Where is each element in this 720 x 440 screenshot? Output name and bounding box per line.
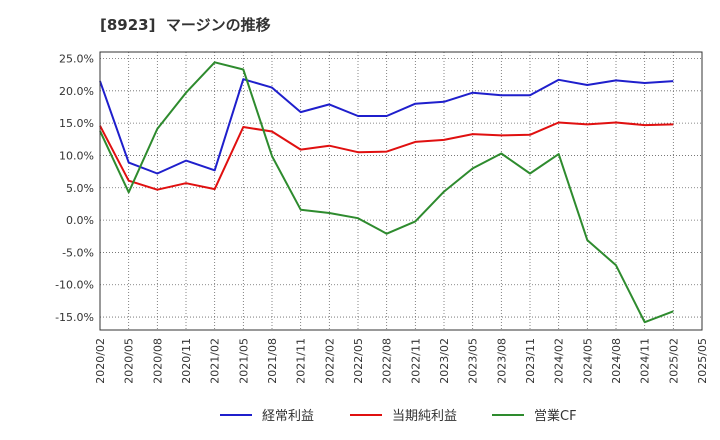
- series-line-0: [99, 78, 674, 175]
- x-tick-label: 2020/05: [123, 338, 136, 384]
- x-tick-label: 2023/02: [438, 338, 451, 384]
- y-tick-label: -15.0%: [55, 311, 94, 324]
- x-tick-label: 2022/11: [409, 338, 422, 384]
- y-tick-label: -5.0%: [62, 246, 94, 259]
- legend-label-2: 営業CF: [534, 408, 577, 424]
- x-tick-label: 2024/02: [553, 338, 566, 384]
- series-line-2: [99, 61, 674, 324]
- x-tick-label: 2020/08: [151, 338, 164, 384]
- x-tick-label: 2021/11: [295, 338, 308, 384]
- x-tick-label: 2025/05: [696, 338, 709, 384]
- legend-label-1: 当期純利益: [392, 409, 457, 424]
- y-tick-label: 5.0%: [66, 182, 94, 195]
- y-tick-label: 25.0%: [59, 52, 94, 65]
- x-tick-labels: 2020/02 2020/05 2020/08 2020/11 2021/02 2021/…: [94, 338, 709, 384]
- y-tick-label: 15.0%: [59, 117, 94, 130]
- x-tick-label: 2023/11: [524, 338, 537, 384]
- x-tick-label: 2020/11: [180, 338, 193, 384]
- plot-area: [100, 52, 702, 330]
- x-tick-label: 2022/08: [381, 338, 394, 384]
- x-tick-label: 2024/05: [581, 338, 594, 384]
- x-tick-label: 2021/02: [209, 338, 222, 384]
- legend: 経常利益 当期純利益 営業CF: [220, 408, 577, 424]
- legend-label-0: 経常利益: [262, 409, 314, 424]
- chart-title: [8923] マージンの推移: [100, 16, 271, 34]
- x-tick-label: 2022/02: [323, 338, 336, 384]
- x-tick-label: 2024/11: [639, 338, 652, 384]
- x-tick-label: 2022/05: [352, 338, 365, 384]
- series-line-1: [99, 121, 674, 191]
- x-tick-label: 2024/08: [610, 338, 623, 384]
- x-tick-label: 2023/08: [495, 338, 508, 384]
- x-tick-label: 2023/05: [467, 338, 480, 384]
- x-tick-label: 2025/02: [667, 338, 680, 384]
- y-tick-label: -10.0%: [55, 279, 94, 292]
- plot-frame: [99, 51, 703, 331]
- series-lines: [99, 61, 674, 324]
- y-tick-label: 10.0%: [59, 149, 94, 162]
- x-tick-label: 2021/08: [266, 338, 279, 384]
- x-tick-label: 2021/05: [237, 338, 250, 384]
- y-tick-label: 20.0%: [59, 85, 94, 98]
- y-tick-labels: 25.0% 20.0% 15.0% 10.0% 5.0% 0.0% -5.0% -10.0% -…: [55, 52, 94, 324]
- x-tick-label: 2020/02: [94, 338, 107, 384]
- y-tick-label: 0.0%: [66, 214, 94, 227]
